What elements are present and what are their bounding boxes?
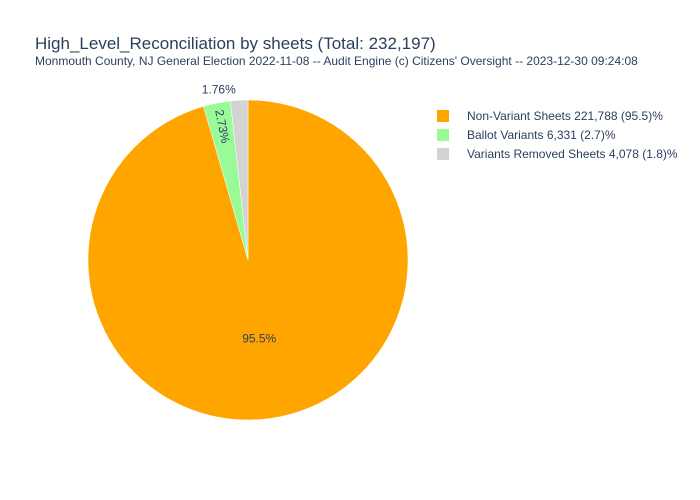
legend-swatch [437,109,449,122]
slice-label-ballot-variants: 2.73% [212,108,232,144]
legend-swatch [437,147,449,160]
pie-slice-variants-removed-sheets[interactable] [230,99,249,261]
legend-item-non-variant-sheets[interactable]: Non-Variant Sheets 221,788 (95.5)% [437,106,678,125]
legend-label: Non-Variant Sheets 221,788 (95.5)% [467,108,663,123]
slice-label-variants-removed-sheets: 1.76% [202,82,236,96]
legend-swatch [437,128,449,141]
chart-title: High_Level_Reconciliation by sheets (Tot… [35,34,436,53]
chart-subtitle: Monmouth County, NJ General Election 202… [35,54,638,68]
legend: Non-Variant Sheets 221,788 (95.5)% Ballo… [437,106,678,163]
slice-label-non-variant-sheets: 95.5% [242,331,276,345]
legend-item-ballot-variants[interactable]: Ballot Variants 6,331 (2.7)% [437,125,678,144]
legend-label: Ballot Variants 6,331 (2.7)% [467,127,616,142]
legend-item-variants-removed-sheets[interactable]: Variants Removed Sheets 4,078 (1.8)% [437,144,678,163]
legend-label: Variants Removed Sheets 4,078 (1.8)% [467,146,678,161]
